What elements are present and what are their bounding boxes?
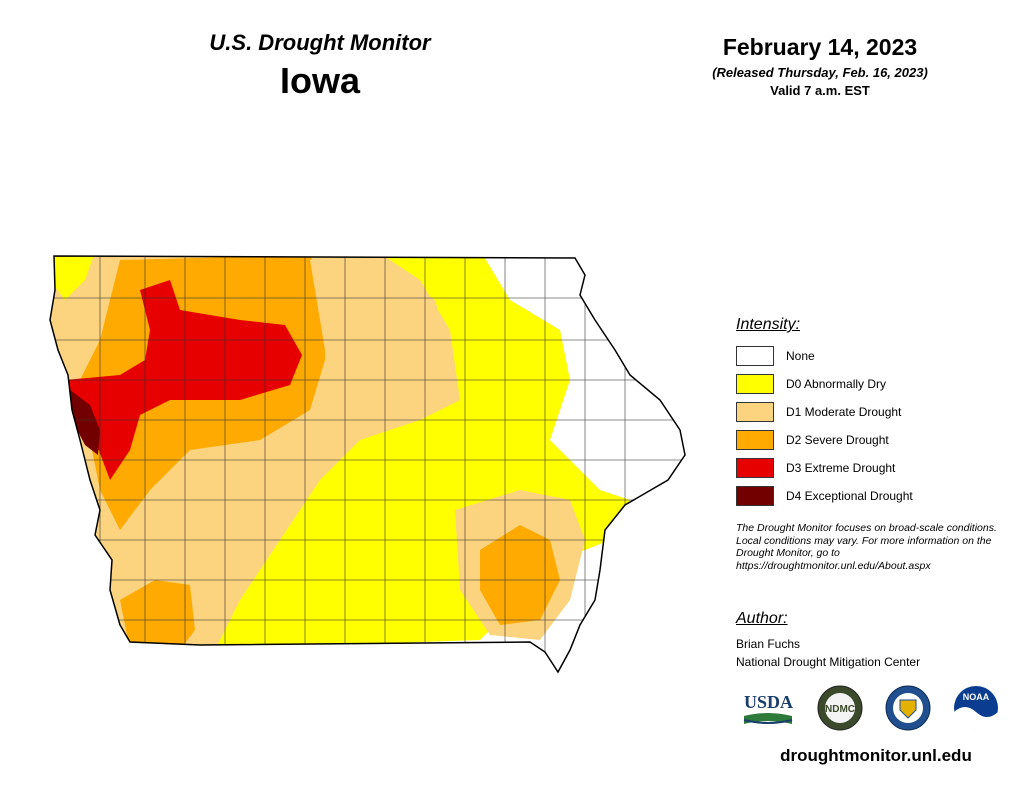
legend-item-d2: D2 Severe Drought <box>736 426 1016 454</box>
state-outline <box>49 255 686 674</box>
author-name: Brian Fuchs <box>736 637 801 651</box>
map-date: February 14, 2023 <box>722 34 918 60</box>
valid-time: Valid 7 a.m. EST <box>770 83 870 98</box>
author-org: National Drought Mitigation Center <box>736 655 921 669</box>
author-title: Author: <box>736 610 788 627</box>
website-url[interactable]: droughtmonitor.unl.edu <box>780 746 972 765</box>
legend-label: D4 Exceptional Drought <box>786 489 913 503</box>
legend-item-d0: D0 Abnormally Dry <box>736 370 1016 398</box>
legend: Intensity: None D0 Abnormally Dry D1 Mod… <box>736 316 1016 510</box>
legend-swatch-d4 <box>736 486 774 506</box>
legend-item-none: None <box>736 342 1016 370</box>
d0-area-northwest <box>50 256 95 300</box>
legend-item-d1: D1 Moderate Drought <box>736 398 1016 426</box>
legend-title: Intensity: <box>736 316 801 333</box>
release-date: (Released Thursday, Feb. 16, 2023) <box>712 65 928 80</box>
usda-logo-text: USDA <box>744 692 793 712</box>
iowa-drought-map <box>49 255 686 674</box>
legend-swatch-d1 <box>736 402 774 422</box>
disclaimer-note: The Drought Monitor focuses on broad-sca… <box>736 522 997 572</box>
ndmc-logo: NDMC <box>817 685 863 731</box>
partner-logos: USDA NDMC NOAA <box>743 685 998 731</box>
legend-label: D0 Abnormally Dry <box>786 377 887 391</box>
doc-seal <box>885 685 931 731</box>
d2-area-southeast <box>480 525 560 625</box>
noaa-logo: NOAA <box>954 686 998 731</box>
legend-label: D3 Extreme Drought <box>786 461 896 475</box>
legend-label: D1 Moderate Drought <box>786 405 902 419</box>
ndmc-logo-text: NDMC <box>825 704 855 715</box>
d2-area-southwest <box>120 580 195 650</box>
legend-swatch-none <box>736 346 774 366</box>
legend-swatch-d2 <box>736 430 774 450</box>
legend-item-d3: D3 Extreme Drought <box>736 454 1016 482</box>
noaa-logo-text: NOAA <box>963 692 990 702</box>
legend-swatch-d3 <box>736 458 774 478</box>
usda-logo: USDA <box>743 692 793 724</box>
product-title: U.S. Drought Monitor <box>209 30 431 55</box>
legend-label: None <box>786 349 815 363</box>
legend-item-d4: D4 Exceptional Drought <box>736 482 1016 510</box>
legend-swatch-d0 <box>736 374 774 394</box>
legend-label: D2 Severe Drought <box>786 433 889 447</box>
state-title: Iowa <box>279 60 360 101</box>
date-block: February 14, 2023 (Released Thursday, Fe… <box>680 34 960 98</box>
d4-area <box>70 390 100 455</box>
title-block: U.S. Drought Monitor Iowa <box>160 30 480 102</box>
